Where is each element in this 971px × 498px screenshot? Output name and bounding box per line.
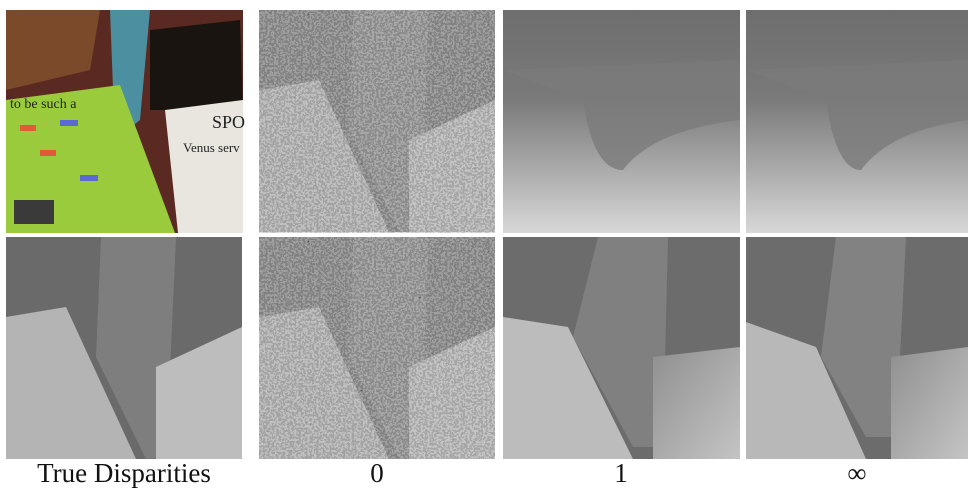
caption: 1: [614, 458, 628, 488]
disparity-map-smooth: [746, 10, 968, 233]
figure: to be such a SPO Venus serv True Dispari…: [0, 0, 971, 498]
disparity-map-segmented: [503, 237, 740, 459]
disparity-map-noisy: [259, 10, 495, 233]
photo-text: Venus serv: [183, 140, 240, 155]
true-disparity-map: [6, 237, 242, 459]
disparity-map-smooth: [503, 10, 740, 233]
caption: True Disparities: [37, 458, 211, 488]
disparity-map-noisy: [259, 237, 495, 459]
caption: ∞: [847, 458, 866, 488]
disparity-map-segmented: [746, 237, 968, 459]
photo-text: to be such a: [10, 97, 77, 112]
scene-photo: to be such a SPO Venus serv: [6, 10, 245, 233]
caption: 0: [370, 458, 384, 488]
photo-text: SPO: [212, 112, 245, 132]
page: to be such a SPO Venus serv True Dispari…: [0, 0, 971, 498]
